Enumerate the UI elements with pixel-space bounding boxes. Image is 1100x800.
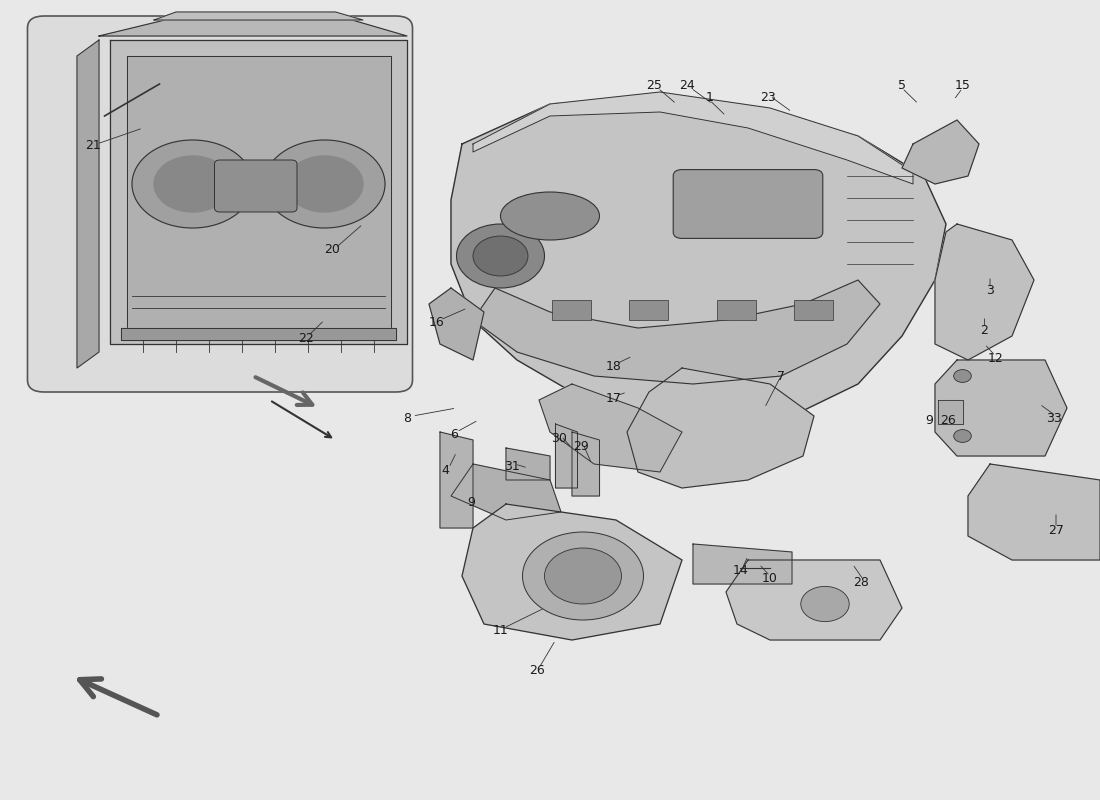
Circle shape (264, 140, 385, 228)
Polygon shape (126, 56, 390, 328)
FancyBboxPatch shape (214, 160, 297, 212)
Polygon shape (935, 224, 1034, 360)
Polygon shape (154, 12, 363, 20)
Text: 22: 22 (298, 332, 314, 345)
Text: 25: 25 (647, 79, 662, 92)
Text: 9: 9 (466, 496, 475, 509)
Text: 17: 17 (606, 392, 621, 405)
Polygon shape (451, 96, 946, 424)
Polygon shape (451, 464, 561, 520)
Text: 20: 20 (324, 243, 340, 256)
Text: 11: 11 (493, 624, 508, 637)
Text: 4: 4 (441, 464, 450, 477)
Text: 6: 6 (450, 428, 459, 441)
Polygon shape (938, 400, 962, 424)
Polygon shape (440, 432, 473, 528)
Circle shape (801, 586, 849, 622)
Circle shape (954, 370, 971, 382)
Polygon shape (77, 40, 99, 368)
Polygon shape (935, 360, 1067, 456)
Text: 3: 3 (986, 284, 994, 297)
Polygon shape (110, 40, 407, 344)
Bar (717, 300, 756, 320)
Polygon shape (968, 464, 1100, 560)
FancyBboxPatch shape (673, 170, 823, 238)
Text: 2: 2 (980, 324, 989, 337)
Ellipse shape (500, 192, 600, 240)
Text: 16: 16 (429, 316, 444, 329)
Text: 14: 14 (733, 564, 748, 577)
Text: 8: 8 (403, 412, 411, 425)
Circle shape (522, 532, 644, 620)
Text: 18: 18 (606, 360, 621, 373)
Text: 23: 23 (760, 91, 775, 104)
Polygon shape (473, 92, 913, 184)
Circle shape (456, 224, 544, 288)
FancyBboxPatch shape (28, 16, 412, 392)
Polygon shape (429, 288, 484, 360)
Bar (794, 300, 833, 320)
Text: 29: 29 (573, 440, 588, 453)
Text: 31: 31 (504, 460, 519, 473)
Polygon shape (462, 504, 682, 640)
Polygon shape (506, 448, 550, 480)
Circle shape (286, 156, 363, 212)
Text: 9: 9 (925, 414, 934, 426)
Text: 30: 30 (551, 432, 566, 445)
Polygon shape (572, 432, 600, 496)
Circle shape (473, 236, 528, 276)
Circle shape (544, 548, 622, 604)
Circle shape (132, 140, 253, 228)
Text: 33: 33 (1046, 412, 1062, 425)
Polygon shape (121, 328, 396, 340)
Polygon shape (473, 280, 880, 384)
Polygon shape (99, 20, 407, 36)
Text: 27: 27 (1048, 524, 1064, 537)
Text: 26: 26 (940, 414, 956, 426)
Circle shape (154, 156, 231, 212)
Text: 1: 1 (705, 91, 714, 104)
Text: 12: 12 (988, 352, 1003, 365)
Text: 10: 10 (762, 572, 778, 585)
Text: 21: 21 (86, 139, 101, 152)
Polygon shape (902, 120, 979, 184)
Text: 24: 24 (680, 79, 695, 92)
Polygon shape (539, 384, 682, 472)
Circle shape (954, 430, 971, 442)
Polygon shape (556, 424, 578, 488)
Bar (629, 300, 668, 320)
Polygon shape (627, 368, 814, 488)
Text: 28: 28 (854, 576, 869, 589)
Text: 15: 15 (955, 79, 970, 92)
Polygon shape (726, 560, 902, 640)
Bar (552, 300, 591, 320)
Polygon shape (693, 544, 792, 584)
Text: 26: 26 (529, 664, 544, 677)
Text: 7: 7 (777, 370, 785, 382)
Text: 5: 5 (898, 79, 906, 92)
